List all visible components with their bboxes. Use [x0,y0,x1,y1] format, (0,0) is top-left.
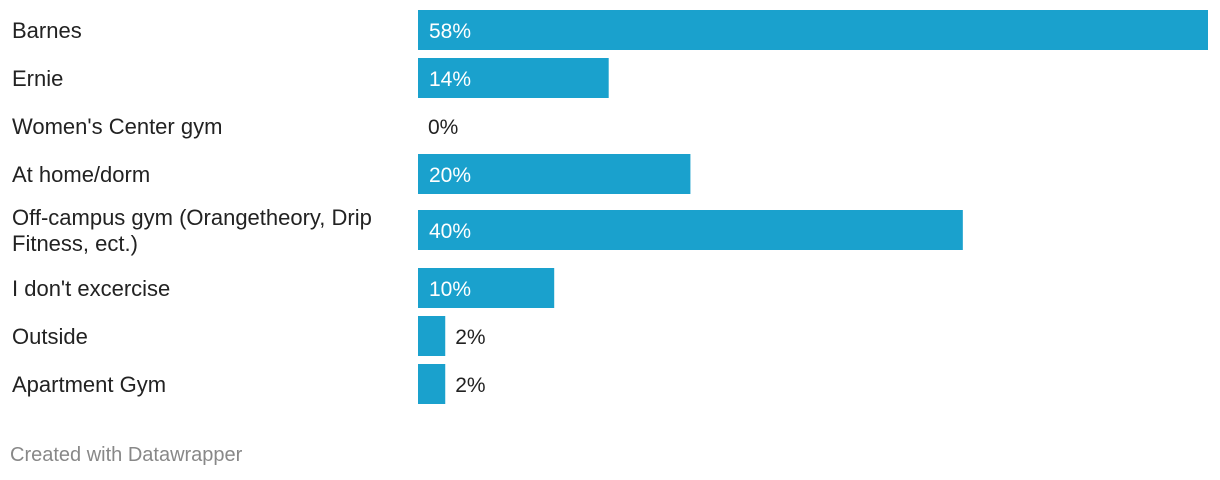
category-label: Outside [12,324,88,349]
bar [418,154,691,194]
bar-chart: Barnes 58% Ernie 14% Women's Center gym 0% At … [12,10,1208,404]
category-label: I don't excercise [12,276,170,301]
category-label: Apartment Gym [12,372,166,397]
value-label: 58% [429,20,471,43]
bar [418,316,446,356]
datawrapper-credit: Created with Datawrapper [10,444,243,466]
value-label: 2% [455,326,485,349]
bar [418,364,446,404]
value-label: 20% [429,164,471,187]
bar [418,58,609,98]
value-label: 10% [429,278,471,301]
value-label: 2% [455,374,485,397]
category-label: Women's Center gym [12,114,222,139]
category-label: Ernie [12,66,63,91]
category-label: At home/dorm [12,162,150,187]
value-label: 14% [429,68,471,91]
value-label: 40% [429,220,471,243]
value-label: 0% [428,116,458,139]
bar [418,210,963,250]
bar [418,10,1208,50]
category-label: Barnes [12,18,82,43]
category-label: Off-campus gym (Orangetheory, Drip Fitnes… [12,205,372,256]
bar [418,268,555,308]
